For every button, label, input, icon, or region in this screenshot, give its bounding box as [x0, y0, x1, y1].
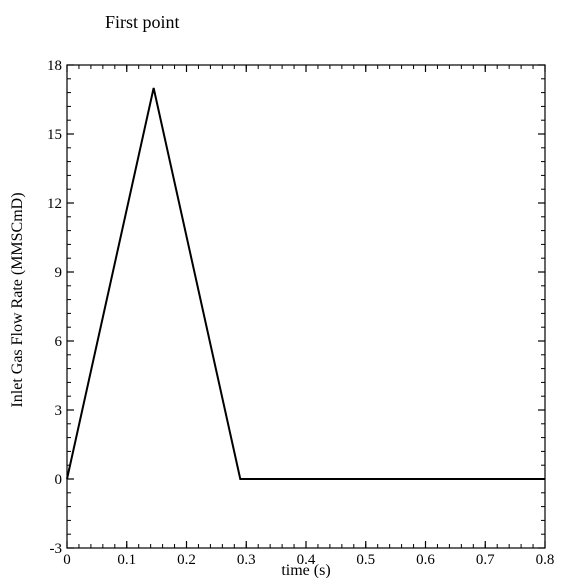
chart-title: First point	[105, 12, 180, 32]
x-tick-label: 0.2	[177, 552, 196, 568]
y-tick-label: 3	[55, 403, 63, 419]
y-tick-label: 9	[55, 265, 63, 281]
x-tick-label: 0.8	[536, 552, 555, 568]
x-tick-label: 0.6	[416, 552, 435, 568]
x-tick-label: 0.5	[356, 552, 375, 568]
x-tick-label: 0	[63, 552, 71, 568]
minor-ticks	[66, 64, 546, 549]
x-tick-label: 0.3	[237, 552, 256, 568]
x-tick-label: 0.1	[117, 552, 136, 568]
x-tick-label: 0.4	[297, 552, 316, 568]
major-ticks	[66, 64, 546, 549]
x-axis-label: time (s)	[281, 562, 330, 578]
y-tick-label: 18	[47, 58, 62, 74]
y-tick-label: -3	[50, 541, 63, 557]
y-tick-label: 12	[47, 196, 62, 212]
x-tick-label: 0.7	[476, 552, 495, 568]
series-layer	[66, 87, 545, 480]
y-axis-label: Inlet Gas Flow Rate (MMSCmD)	[9, 192, 26, 407]
series-line	[66, 87, 545, 480]
y-tick-label: 15	[47, 127, 62, 143]
y-tick-label: 6	[55, 334, 63, 350]
y-tick-label: 0	[55, 472, 63, 488]
plot-frame	[66, 64, 546, 549]
